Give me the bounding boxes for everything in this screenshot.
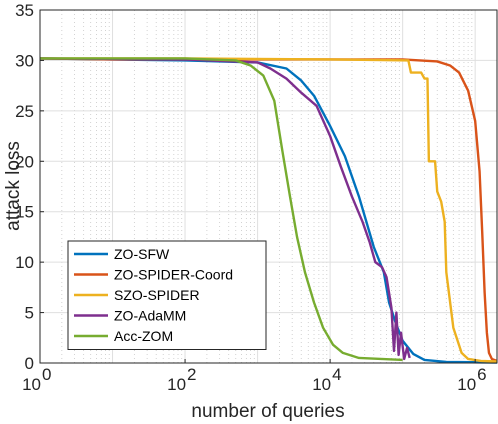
series-line-acc-zom	[40, 57, 403, 362]
y-tick-label: 15	[15, 203, 34, 222]
plot-frame	[39, 9, 498, 364]
x-tick-label: 106	[457, 365, 486, 394]
x-tick-exponent: 0	[42, 365, 51, 384]
x-tick-exponent: 4	[332, 365, 341, 384]
x-tick-base: 10	[312, 375, 331, 394]
y-tick-label: 0	[25, 354, 34, 373]
y-tick-label: 10	[15, 253, 34, 272]
y-tick-label: 35	[15, 1, 34, 20]
x-tick-label: 104	[312, 365, 341, 394]
y-tick-label: 5	[25, 304, 34, 323]
x-tick-exponent: 2	[187, 365, 196, 384]
x-tick-base: 10	[22, 375, 41, 394]
x-tick-base: 10	[167, 375, 186, 394]
y-tick-label: 20	[15, 152, 34, 171]
series-layer	[39, 57, 498, 364]
x-tick-label: 100	[22, 365, 51, 394]
legend-entry: ZO-AdaMM	[114, 308, 186, 324]
series-line-szo-spider	[40, 57, 498, 363]
x-axis-label: number of queries	[191, 401, 344, 422]
y-axis-label: attack loss	[3, 141, 24, 231]
legend-entry: ZO-SPIDER-Coord	[114, 267, 233, 283]
x-tick-label: 102	[167, 365, 196, 394]
y-tick-label: 30	[15, 51, 34, 70]
x-tick-exponent: 6	[477, 365, 486, 384]
x-tick-base: 10	[457, 375, 476, 394]
series-line-zo-adamm	[39, 57, 411, 361]
legend: ZO-SFW ZO-SPIDER-Coord SZO-SPIDER ZO-AdaMM A…	[67, 240, 267, 350]
legend-entry: SZO-SPIDER	[114, 287, 200, 303]
legend-entry: ZO-SFW	[114, 246, 170, 262]
legend-entry: Acc-ZOM	[114, 328, 173, 344]
y-tick-label: 25	[15, 102, 34, 121]
